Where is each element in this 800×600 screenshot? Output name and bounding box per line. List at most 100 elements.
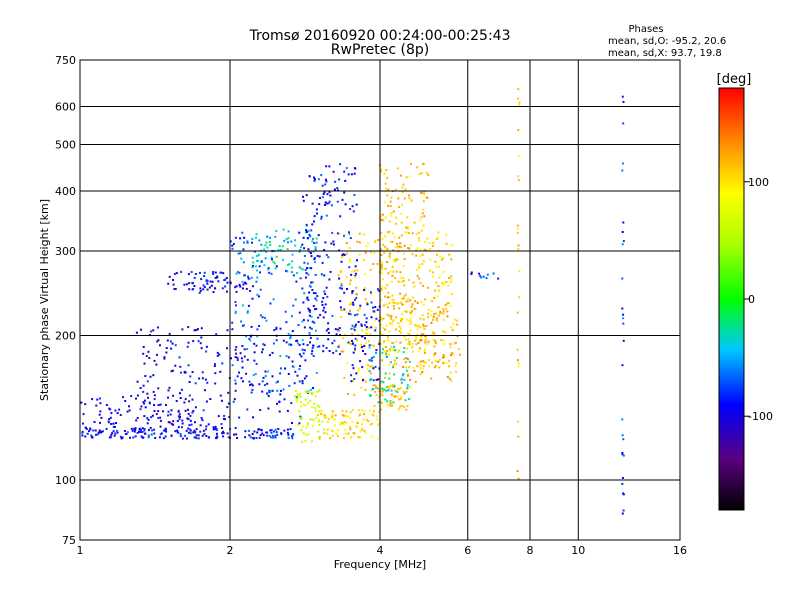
data-point bbox=[316, 390, 319, 393]
data-point bbox=[458, 348, 460, 350]
data-point bbox=[398, 349, 401, 352]
data-point bbox=[299, 415, 302, 418]
data-point bbox=[144, 406, 147, 409]
data-point bbox=[99, 421, 101, 424]
data-point bbox=[622, 454, 625, 457]
data-point bbox=[147, 418, 150, 421]
data-point bbox=[391, 240, 394, 243]
x-tick-label: 2 bbox=[227, 544, 234, 557]
data-point bbox=[406, 386, 409, 389]
data-point bbox=[351, 340, 353, 342]
data-point bbox=[305, 433, 308, 436]
data-point bbox=[353, 269, 356, 272]
data-point bbox=[368, 409, 371, 412]
data-point bbox=[228, 416, 231, 419]
data-point bbox=[441, 312, 444, 315]
data-point bbox=[431, 361, 434, 364]
data-point bbox=[221, 362, 224, 365]
data-point bbox=[308, 267, 311, 269]
data-point bbox=[389, 205, 392, 208]
data-point bbox=[253, 359, 256, 362]
data-point bbox=[365, 317, 368, 320]
data-point bbox=[442, 330, 445, 333]
data-point bbox=[143, 428, 146, 430]
data-point bbox=[262, 434, 265, 437]
data-point bbox=[343, 170, 346, 173]
data-point bbox=[173, 272, 176, 275]
data-point bbox=[174, 430, 177, 433]
data-point bbox=[402, 390, 405, 393]
data-point bbox=[255, 233, 258, 236]
data-point bbox=[418, 173, 421, 175]
data-point bbox=[339, 300, 342, 303]
data-point bbox=[416, 166, 419, 169]
data-point bbox=[107, 421, 110, 424]
data-point bbox=[387, 291, 390, 294]
data-point bbox=[267, 370, 270, 373]
data-point bbox=[343, 191, 346, 194]
data-point bbox=[381, 213, 384, 216]
data-point bbox=[238, 284, 241, 287]
data-point bbox=[421, 229, 423, 232]
colorbar-label: [deg] bbox=[717, 72, 752, 87]
data-point bbox=[375, 378, 378, 381]
data-point bbox=[151, 414, 154, 417]
data-point bbox=[292, 433, 295, 436]
data-point bbox=[351, 409, 354, 411]
data-point bbox=[517, 365, 520, 368]
data-point bbox=[263, 384, 266, 387]
data-point bbox=[298, 410, 301, 413]
data-point bbox=[287, 237, 290, 240]
data-point bbox=[322, 193, 325, 195]
data-point bbox=[384, 267, 387, 270]
data-point bbox=[384, 245, 387, 248]
data-point bbox=[278, 400, 281, 403]
data-point bbox=[268, 271, 271, 274]
data-point bbox=[323, 249, 326, 251]
data-point bbox=[234, 286, 237, 289]
data-point bbox=[313, 402, 316, 405]
data-point bbox=[369, 423, 372, 426]
data-point bbox=[232, 400, 235, 403]
data-point bbox=[422, 365, 425, 368]
data-point bbox=[363, 313, 366, 316]
data-point bbox=[276, 380, 279, 383]
data-point bbox=[285, 269, 288, 272]
data-point bbox=[158, 436, 161, 439]
data-point bbox=[241, 231, 244, 234]
data-point bbox=[174, 364, 177, 367]
data-point bbox=[327, 327, 330, 330]
data-point bbox=[321, 261, 324, 264]
data-point bbox=[171, 342, 174, 345]
data-point bbox=[380, 218, 383, 221]
data-point bbox=[369, 269, 372, 271]
data-point bbox=[273, 430, 275, 433]
data-point bbox=[459, 353, 462, 356]
data-point bbox=[217, 415, 220, 418]
data-point bbox=[280, 432, 283, 435]
data-point bbox=[333, 339, 336, 342]
data-point bbox=[273, 262, 276, 265]
data-point bbox=[341, 421, 344, 424]
data-point bbox=[235, 346, 238, 349]
data-point bbox=[364, 353, 367, 355]
data-point bbox=[157, 339, 160, 342]
data-point bbox=[219, 370, 222, 373]
data-point bbox=[270, 436, 273, 439]
data-point bbox=[336, 435, 339, 437]
data-point bbox=[372, 379, 375, 382]
data-point bbox=[343, 308, 346, 311]
data-point bbox=[423, 335, 426, 338]
data-point bbox=[375, 385, 378, 388]
data-point bbox=[450, 352, 453, 354]
data-point bbox=[363, 413, 365, 416]
data-point bbox=[139, 408, 142, 411]
data-point bbox=[256, 269, 258, 272]
data-point bbox=[356, 422, 359, 424]
data-point bbox=[354, 337, 357, 340]
data-point bbox=[392, 342, 395, 345]
data-point bbox=[347, 233, 350, 236]
data-point bbox=[383, 340, 386, 342]
data-point bbox=[238, 271, 241, 274]
data-point bbox=[286, 263, 289, 266]
